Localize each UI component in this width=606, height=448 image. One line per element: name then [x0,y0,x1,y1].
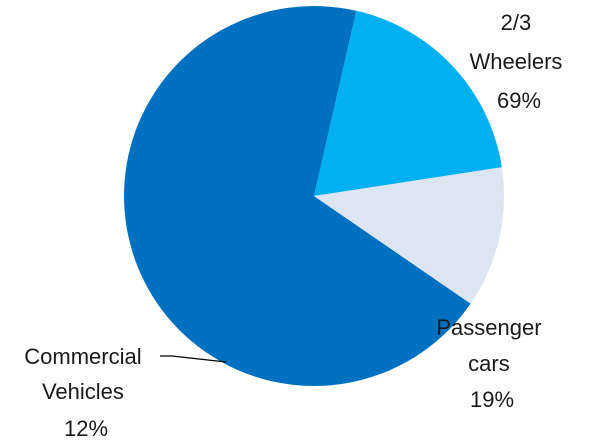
slice-label-2-3-wheelers: 2/3 Wheelers 69% [469,10,568,113]
slice-label-commercial-vehicles: Commercial Vehicles 12% [24,344,147,441]
slice-label-commercial-vehicles-line-1: Commercial [24,344,141,369]
slices-layer [124,5,505,387]
slice-label-passenger-cars-line-1: Passenger [436,315,541,340]
slice-commercial-vehicles [314,167,505,304]
leader-lines-layer [160,355,227,363]
slice-value-passenger-cars: 19% [470,387,514,412]
slice-value-commercial-vehicles: 12% [64,416,108,441]
slice-passenger-cars [314,10,502,196]
slice-label-passenger-cars: Passenger cars 19% [436,315,547,412]
slice-value-2-3-wheelers: 69% [497,88,541,113]
slice-label-2-3-wheelers-line-1: 2/3 [501,10,532,35]
slice-label-commercial-vehicles-line-2: Vehicles [42,379,124,404]
slice-label-passenger-cars-line-2: cars [468,351,510,376]
leader-line-commercial-vehicles [160,355,227,363]
slice-label-2-3-wheelers-line-2: Wheelers [469,49,562,74]
slice-2-3-wheelers [124,5,471,387]
